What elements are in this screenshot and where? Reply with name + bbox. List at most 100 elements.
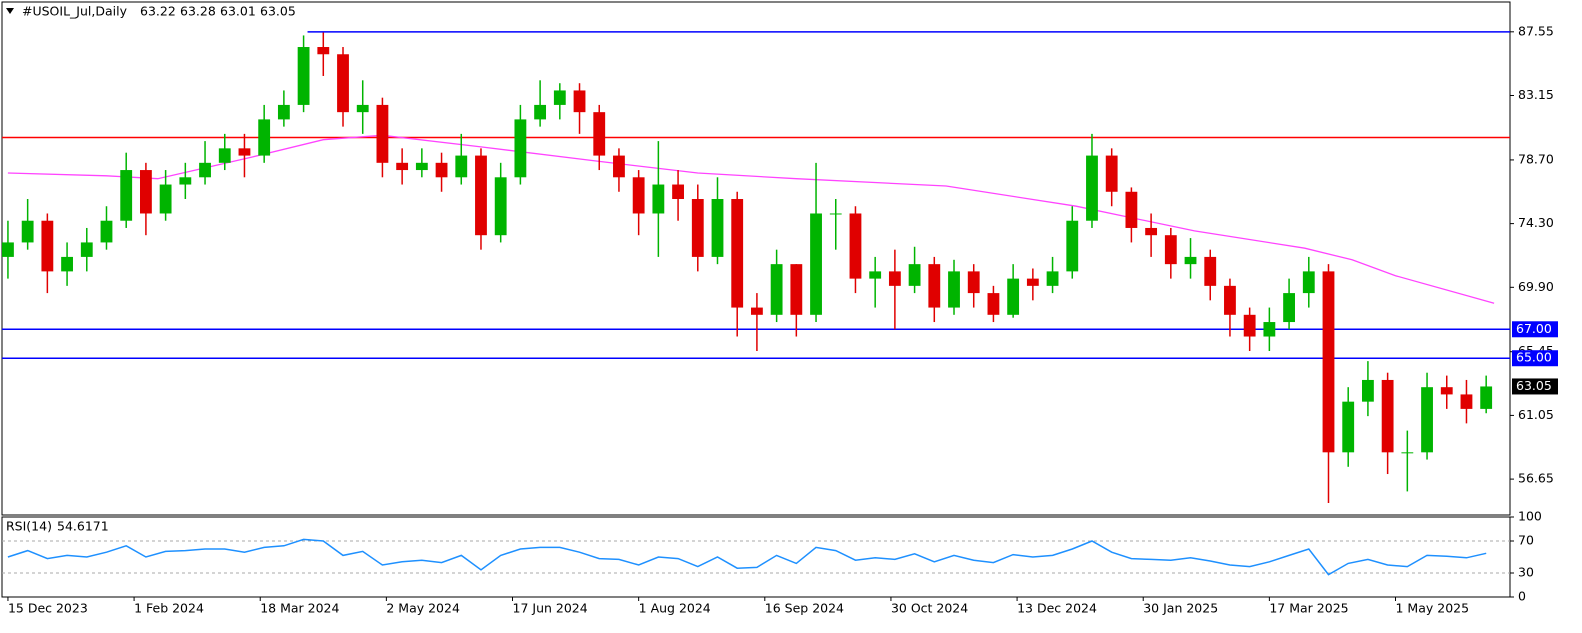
level-label: 67.00	[1516, 321, 1552, 336]
candle-body	[928, 264, 941, 308]
candle-body	[396, 162, 409, 171]
ohlc-value: 63.05	[260, 4, 296, 19]
candle-body	[1480, 386, 1493, 409]
candle-body	[1007, 278, 1020, 315]
candle-body	[120, 170, 133, 221]
x-tick-label: 18 Mar 2024	[260, 601, 339, 616]
candle-body	[139, 170, 152, 214]
price-box	[1512, 378, 1558, 395]
candle-body	[691, 199, 704, 257]
candle-body	[297, 47, 310, 105]
candle-body	[1026, 278, 1039, 286]
candle-body	[455, 155, 468, 178]
x-tick-label: 15 Dec 2023	[8, 601, 88, 616]
level-label: 65.00	[1516, 350, 1552, 365]
candle-body	[711, 199, 724, 257]
candle-body	[829, 213, 842, 215]
candle-body	[908, 264, 921, 286]
candle-body	[159, 184, 172, 214]
candle-body	[238, 148, 251, 156]
candle-body	[61, 256, 73, 272]
y-tick-label: 74.30	[1518, 215, 1554, 230]
x-tick-label: 1 Aug 2024	[639, 601, 711, 616]
rsi-frame	[1, 516, 1511, 598]
candle-body	[475, 155, 487, 236]
candle-body	[672, 184, 684, 200]
candle-body	[494, 177, 507, 236]
candle-body	[1086, 155, 1098, 221]
rsi-tick-label: 0	[1518, 589, 1526, 604]
rsi-line	[7, 538, 1487, 576]
candle-body	[356, 104, 369, 113]
candle-body	[21, 220, 34, 243]
candle-body	[80, 242, 93, 257]
x-tick-label: 30 Jan 2025	[1143, 601, 1218, 616]
x-tick-label: 16 Sep 2024	[765, 601, 844, 616]
y-tick-label: 78.70	[1518, 151, 1554, 166]
ohlc-value: 63.22	[140, 4, 176, 19]
candle-body	[376, 104, 389, 163]
x-tick-label: 2 May 2024	[386, 601, 460, 616]
candle-body	[277, 104, 290, 120]
candle-body	[2, 242, 14, 257]
candle-body	[1204, 256, 1217, 286]
candle-body	[573, 90, 586, 113]
candle-body	[1401, 452, 1414, 454]
candle-body	[987, 293, 1000, 315]
candle-body	[1322, 271, 1335, 453]
candle-body	[1381, 379, 1394, 453]
candle-body	[1362, 379, 1374, 402]
y-tick-label: 69.90	[1518, 279, 1554, 294]
candle-body	[514, 119, 527, 178]
ohlc-value: 63.28	[180, 4, 216, 19]
candle-body	[553, 90, 566, 105]
ohlc-value: 63.01	[220, 4, 256, 19]
candle-body	[218, 148, 231, 163]
candle-body	[1440, 387, 1453, 395]
candle-body	[1243, 314, 1256, 337]
candle-body	[1164, 235, 1177, 265]
y-tick-label: 87.55	[1518, 23, 1554, 38]
x-tick-label: 17 Mar 2025	[1269, 601, 1348, 616]
candle-body	[1066, 220, 1079, 272]
candle-body	[258, 119, 271, 156]
candle-body	[534, 104, 547, 120]
candle-body	[810, 213, 822, 315]
x-tick-label: 1 Feb 2024	[134, 601, 204, 616]
level-box	[1512, 350, 1558, 367]
candle-body	[632, 177, 645, 214]
main-frame	[1, 1, 1511, 516]
x-tick-label: 1 May 2025	[1396, 601, 1470, 616]
y-tick-label: 83.15	[1518, 87, 1554, 102]
rsi-name: RSI(14)	[6, 519, 52, 534]
x-tick-label: 17 Jun 2024	[513, 601, 588, 616]
candle-body	[1125, 191, 1138, 228]
candle-body	[751, 307, 763, 315]
symbol: #USOIL_Jul,Daily	[22, 4, 128, 19]
rsi-tick-label: 70	[1518, 533, 1534, 548]
candle-body	[1283, 293, 1295, 323]
candle-body	[593, 112, 606, 156]
candle-body	[1224, 285, 1236, 315]
candle-body	[1342, 401, 1355, 453]
rsi-tick-label: 30	[1518, 565, 1534, 580]
x-tick-label: 30 Oct 2024	[891, 601, 968, 616]
candle-body	[790, 264, 803, 315]
candle-body	[1184, 256, 1197, 265]
candle-body	[948, 271, 960, 308]
candle-body	[337, 54, 349, 113]
menu-arrow[interactable]	[6, 8, 14, 14]
candle-body	[41, 220, 54, 272]
candle-body	[613, 155, 625, 178]
moving-average	[7, 134, 1495, 304]
candle-body	[100, 220, 113, 243]
candle-body	[652, 184, 665, 214]
candle-body	[967, 271, 980, 294]
x-tick-label: 13 Dec 2024	[1017, 601, 1097, 616]
candle-body	[199, 162, 211, 178]
candle-body	[1105, 155, 1118, 192]
candle-body	[1302, 271, 1315, 294]
rsi-last: 54.6171	[57, 519, 109, 534]
candle-body	[1460, 394, 1473, 409]
